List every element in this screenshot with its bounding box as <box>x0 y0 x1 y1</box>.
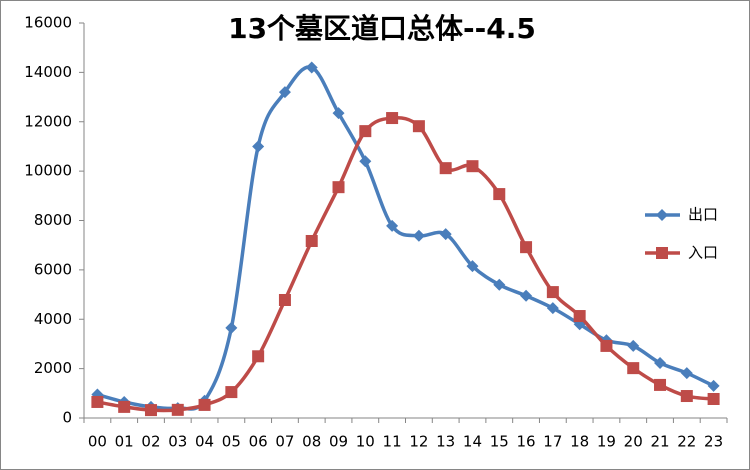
marker <box>386 219 399 232</box>
marker <box>198 398 211 411</box>
marker <box>573 310 586 323</box>
marker <box>332 181 345 194</box>
x-tick-label: 18 <box>570 433 589 451</box>
marker <box>520 241 533 254</box>
marker <box>546 302 559 315</box>
y-tick-label: 14000 <box>24 63 72 81</box>
marker <box>412 120 425 133</box>
x-tick-label: 01 <box>115 433 134 451</box>
marker <box>252 350 265 363</box>
marker <box>144 404 157 417</box>
marker <box>493 278 506 291</box>
y-tick-label: 2000 <box>34 359 72 377</box>
marker <box>359 125 372 138</box>
marker <box>439 162 452 175</box>
x-tick-label: 06 <box>249 433 268 451</box>
marker <box>466 260 479 273</box>
marker <box>278 293 291 306</box>
legend-label: 入口 <box>688 244 718 262</box>
y-tick-label: 10000 <box>24 162 72 180</box>
y-tick-label: 0 <box>62 409 72 427</box>
marker <box>656 247 668 259</box>
marker <box>225 386 238 399</box>
x-tick-label: 00 <box>88 433 107 451</box>
marker <box>654 356 667 369</box>
marker <box>520 289 533 302</box>
x-tick-label: 05 <box>222 433 241 451</box>
x-tick-label: 16 <box>517 433 536 451</box>
x-tick-label: 07 <box>275 433 294 451</box>
marker <box>332 107 345 120</box>
marker <box>359 155 372 168</box>
marker <box>627 362 640 375</box>
x-tick-label: 02 <box>141 433 160 451</box>
x-tick-label: 04 <box>195 433 214 451</box>
x-tick-label: 12 <box>409 433 428 451</box>
y-tick-label: 16000 <box>24 14 72 32</box>
x-tick-label: 13 <box>436 433 455 451</box>
marker <box>305 234 318 247</box>
x-tick-label: 23 <box>704 433 723 451</box>
marker <box>386 112 399 125</box>
marker <box>546 286 559 299</box>
marker <box>91 395 104 408</box>
marker <box>656 209 668 221</box>
x-tick-label: 15 <box>490 433 509 451</box>
x-tick-label: 08 <box>302 433 321 451</box>
marker <box>171 403 184 416</box>
marker <box>493 188 506 201</box>
marker <box>680 367 693 380</box>
y-tick-label: 12000 <box>24 112 72 130</box>
legend-label: 出口 <box>688 206 718 224</box>
marker <box>412 229 425 242</box>
marker <box>707 379 720 392</box>
marker <box>654 378 667 391</box>
marker <box>278 86 291 99</box>
x-tick-label: 11 <box>383 433 402 451</box>
marker <box>225 321 238 334</box>
x-tick-label: 10 <box>356 433 375 451</box>
marker <box>118 400 131 413</box>
x-tick-label: 14 <box>463 433 482 451</box>
x-tick-label: 03 <box>168 433 187 451</box>
y-tick-label: 4000 <box>34 310 72 328</box>
marker <box>627 339 640 352</box>
marker <box>439 228 452 241</box>
chart-title: 13个墓区道口总体--4.5 <box>228 12 536 45</box>
marker <box>600 339 613 352</box>
x-tick-label: 17 <box>543 433 562 451</box>
marker <box>707 392 720 405</box>
marker <box>305 61 318 74</box>
y-tick-label: 8000 <box>34 211 72 229</box>
x-tick-label: 21 <box>650 433 669 451</box>
x-tick-label: 09 <box>329 433 348 451</box>
marker <box>680 390 693 403</box>
y-tick-label: 6000 <box>34 260 72 278</box>
marker <box>252 140 265 153</box>
x-tick-label: 19 <box>597 433 616 451</box>
x-tick-label: 20 <box>624 433 643 451</box>
x-tick-label: 22 <box>677 433 696 451</box>
marker <box>466 160 479 173</box>
